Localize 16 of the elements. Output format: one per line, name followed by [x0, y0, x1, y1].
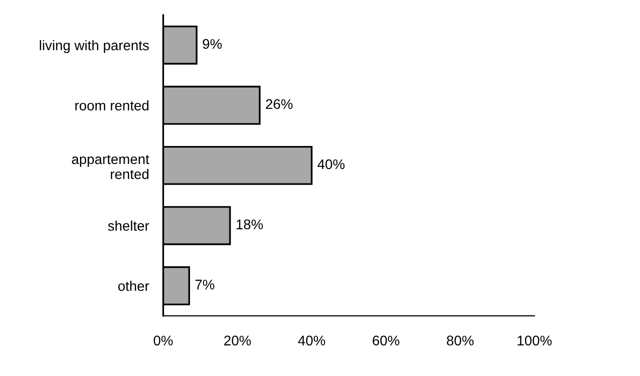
data-label: 40% — [318, 159, 345, 170]
y-tick-label: room rented — [75, 100, 148, 110]
x-tick-label: 20% — [224, 336, 251, 346]
data-label: 7% — [195, 280, 214, 290]
x-tick-label: 0% — [154, 336, 173, 346]
data-label: 9% — [202, 39, 222, 49]
data-label: 26% — [266, 99, 293, 110]
y-tick-label: living with parents — [40, 40, 149, 54]
y-tick-label: shelter — [108, 220, 150, 231]
x-tick-label: 40% — [298, 336, 326, 346]
y-tick-label: other — [118, 280, 150, 291]
x-tick-label: 80% — [446, 336, 474, 346]
data-label: 18% — [236, 219, 263, 230]
y-tick-label: appartement rented — [72, 155, 150, 180]
x-tick-label: 60% — [372, 336, 400, 346]
x-tick-label: 100% — [518, 336, 552, 346]
